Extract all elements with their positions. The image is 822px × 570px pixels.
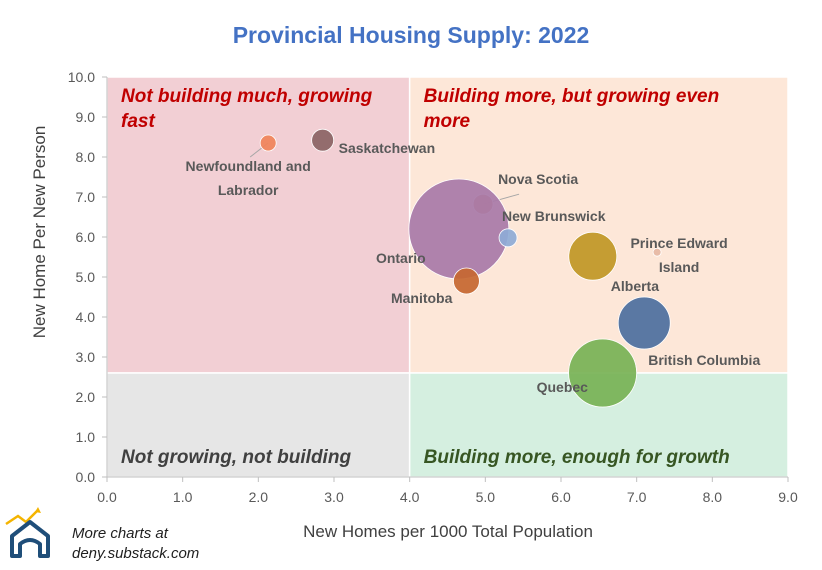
y-tick-label: 10.0	[68, 69, 95, 85]
label-manitoba: Manitoba	[391, 290, 453, 306]
x-tick-label: 3.0	[324, 489, 344, 505]
x-tick-label: 0.0	[97, 489, 117, 505]
x-tick-label: 7.0	[627, 489, 647, 505]
point-prince-edward-island	[652, 247, 662, 257]
label-nova-scotia: Nova Scotia	[498, 171, 578, 187]
point-quebec	[568, 338, 638, 408]
label-saskatchewan: Saskatchewan	[339, 140, 436, 156]
point-british-columbia	[617, 296, 671, 350]
quadrant-label-4: Building more, enough for growth	[424, 447, 730, 468]
y-tick-label: 8.0	[76, 149, 96, 165]
point-manitoba	[453, 267, 480, 295]
substack-house-logo-icon	[5, 507, 50, 558]
branding-link[interactable]: deny.substack.com	[72, 545, 200, 562]
label-quebec: Quebec	[537, 379, 589, 395]
quadrant-labels: Not building much, growing fast Building m…	[121, 86, 730, 468]
label-british-columbia: British Columbia	[648, 352, 760, 368]
y-axis-label: New Home Per New Person	[30, 126, 49, 339]
quadrant-label-3: Not growing, not building	[121, 447, 351, 468]
x-tick-label: 1.0	[173, 489, 193, 505]
point-alberta	[568, 231, 618, 281]
y-tick-label: 3.0	[76, 349, 96, 365]
point-saskatchewan	[311, 128, 335, 152]
quadrant-3	[106, 372, 411, 478]
axes: 0.0 1.0 2.0 3.0 4.0 5.0 6.0 7.0 8.0 9.0 0.0 1.0 2.0 3…	[68, 69, 798, 505]
x-tick-label: 4.0	[400, 489, 420, 505]
x-tick-label: 5.0	[476, 489, 496, 505]
label-new-brunswick: New Brunswick	[502, 208, 606, 224]
y-tick-label: 6.0	[76, 229, 96, 245]
y-tick-label: 7.0	[76, 189, 96, 205]
chart-title: Provincial Housing Supply: 2022	[233, 22, 590, 48]
y-tick-label: 9.0	[76, 109, 96, 125]
data-points	[259, 128, 671, 408]
label-newfoundland-and-labrador: Newfoundland and Labrador	[186, 158, 311, 198]
y-tick-label: 0.0	[76, 469, 96, 485]
quadrant-backgrounds	[106, 76, 789, 478]
branding-line-1: More charts at	[72, 525, 168, 542]
x-tick-label: 2.0	[249, 489, 269, 505]
x-tick-label: 8.0	[703, 489, 723, 505]
quadrant-label-1: Not building much, growing fast	[121, 86, 373, 132]
x-tick-label: 6.0	[551, 489, 571, 505]
y-tick-label: 1.0	[76, 429, 96, 445]
x-axis-label: New Homes per 1000 Total Population	[303, 522, 593, 541]
quadrant-label-2: Building more, but growing even more	[424, 86, 720, 132]
y-tick-label: 4.0	[76, 309, 96, 325]
label-alberta: Alberta	[611, 278, 659, 294]
point-new-brunswick	[498, 228, 518, 248]
data-point-labels: Newfoundland and Labrador Saskatchewan Nova…	[186, 140, 761, 395]
label-prince-edward-island: Prince Edward Island	[630, 235, 727, 275]
label-ontario: Ontario	[376, 250, 426, 266]
y-tick-label: 2.0	[76, 389, 96, 405]
point-newfoundland-and-labrador	[259, 134, 277, 152]
y-tick-label: 5.0	[76, 269, 96, 285]
branding-text: More charts at deny.substack.com	[72, 524, 199, 564]
quadrant-1	[106, 76, 411, 374]
x-tick-label: 9.0	[778, 489, 798, 505]
